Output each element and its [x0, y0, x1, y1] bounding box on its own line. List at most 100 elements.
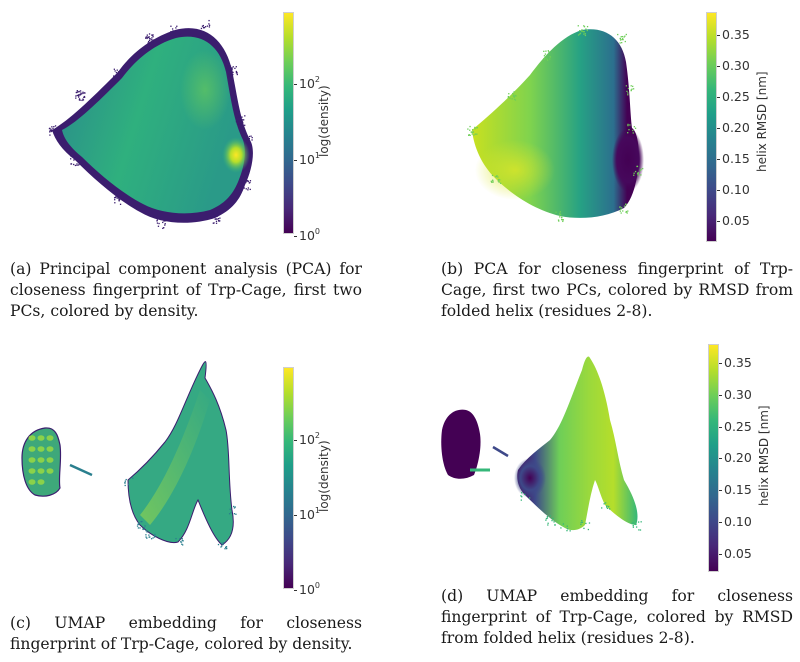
scatter-point [146, 37, 148, 40]
scatter-point [145, 530, 147, 532]
scatter-point [242, 181, 245, 184]
scatter-point [627, 94, 629, 96]
scatter-point [247, 180, 249, 182]
scatter-point [490, 181, 493, 183]
scatter-point [50, 128, 52, 130]
scatter-point [632, 132, 634, 134]
scatter-point [631, 522, 633, 524]
scatter-point [474, 133, 477, 135]
scatter-point [619, 42, 621, 44]
scatter-point [580, 523, 582, 526]
scatter-point [114, 202, 116, 204]
scatter-point [208, 19, 210, 22]
scatter-point [46, 435, 54, 441]
density-hotspot [222, 137, 250, 173]
scatter-point [77, 164, 80, 166]
colorbar-density [283, 12, 294, 234]
scatter-point [543, 58, 546, 61]
scatter-point [70, 163, 72, 165]
scatter-point [474, 126, 476, 129]
scatter-point [216, 215, 219, 217]
scatter-point [528, 497, 531, 499]
scatter-point [588, 522, 591, 524]
scatter-point [181, 537, 183, 540]
scatter-point [492, 181, 494, 183]
scatter-point [182, 544, 184, 546]
scatter-point [216, 218, 218, 220]
scatter-point [217, 218, 220, 220]
scatter-point [583, 31, 585, 33]
scatter-point [543, 50, 545, 53]
scatter-point [468, 134, 470, 136]
scatter-point [81, 99, 83, 102]
scatter-point [584, 34, 587, 37]
scatter-point [78, 99, 81, 101]
scatter-point [623, 36, 625, 38]
scatter-point [620, 208, 622, 211]
scatter-point [74, 164, 77, 167]
scatter-point [164, 224, 166, 226]
scatter-point [148, 534, 150, 536]
scatter-point [581, 520, 583, 522]
scatter-point [78, 94, 80, 96]
scatter-point [76, 90, 78, 92]
scatter-point [73, 159, 75, 161]
colorbar-label: log(density) [317, 440, 331, 512]
panel-a: 102 101 100 log(density) (a) Principal c… [0, 0, 400, 330]
scatter-point [619, 206, 621, 209]
scatter-point [241, 182, 243, 184]
caption-b: (b) PCA for closeness fingerprint of Trp… [441, 260, 793, 320]
scatter-point [512, 95, 515, 98]
scatter-point [248, 141, 250, 143]
high-rmsd-region [475, 140, 555, 200]
scatter-point [624, 40, 626, 43]
scatter-point [637, 172, 639, 174]
scatter-point [498, 181, 500, 183]
colorbar-tick: 0.20 [717, 121, 750, 135]
scatter-point [545, 57, 547, 59]
scatter-point [151, 37, 153, 39]
scatter-point [228, 72, 230, 75]
scatter-point [243, 187, 245, 189]
scatter-point [545, 50, 547, 52]
scatter-point [147, 42, 149, 44]
scatter-point [235, 66, 237, 68]
scatter-point [181, 543, 183, 545]
scatter-point [632, 129, 634, 132]
scatter-point [210, 216, 212, 218]
scatter-point [632, 524, 634, 527]
scatter-point [179, 33, 182, 35]
scatter-point [178, 34, 180, 37]
scatter-point [583, 26, 586, 28]
scatter-point [222, 542, 224, 544]
scatter-point [46, 446, 54, 452]
scatter-point [164, 223, 166, 225]
scatter-point [83, 96, 85, 98]
scatter-point [546, 517, 549, 519]
scatter-point [54, 125, 57, 127]
colorbar-tick: 0.30 [719, 388, 752, 402]
scatter-point [227, 67, 229, 70]
scatter-point [215, 220, 218, 223]
scatter-point [543, 55, 546, 57]
scatter-point [116, 69, 118, 71]
umap-island-low-rmsd [441, 409, 481, 479]
scatter-point [603, 503, 605, 505]
scatter-point [156, 222, 159, 224]
scatter-point [206, 25, 209, 27]
scatter-point [227, 68, 229, 70]
scatter-point [547, 50, 549, 52]
scatter-point [474, 128, 476, 130]
scatter-point [150, 39, 152, 41]
scatter-point [28, 457, 36, 463]
scatter-point [247, 139, 249, 141]
scatter-point [53, 125, 55, 128]
scatter-point [581, 29, 583, 31]
scatter-point [136, 525, 139, 527]
scatter-point [70, 158, 72, 160]
scatter-point [220, 546, 222, 548]
scatter-point [116, 197, 118, 199]
colorbar-tick: 102 [294, 432, 320, 447]
scatter-point [469, 129, 471, 131]
scatter-point [117, 72, 119, 74]
